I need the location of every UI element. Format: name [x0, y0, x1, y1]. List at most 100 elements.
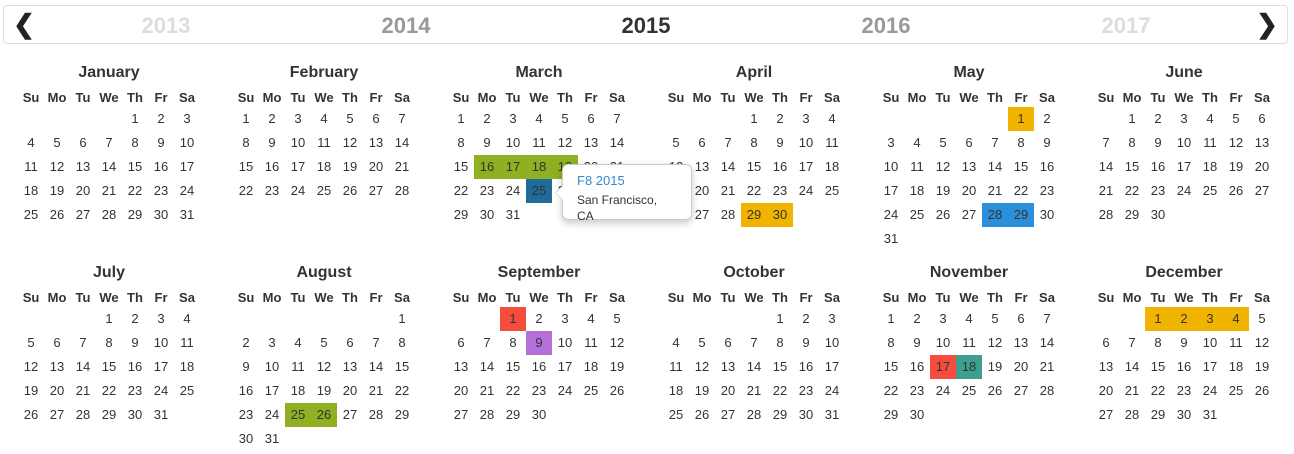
- day-cell[interactable]: 6: [1102, 335, 1110, 350]
- day-cell[interactable]: 10: [264, 359, 280, 374]
- event-day-cell[interactable]: 18: [526, 155, 552, 179]
- day-cell[interactable]: 12: [1228, 135, 1244, 150]
- day-cell[interactable]: 6: [698, 135, 706, 150]
- day-cell[interactable]: 10: [798, 135, 814, 150]
- day-cell[interactable]: 8: [457, 135, 465, 150]
- day-cell[interactable]: 23: [772, 183, 788, 198]
- day-cell[interactable]: 12: [987, 335, 1003, 350]
- day-cell[interactable]: 7: [483, 335, 491, 350]
- day-cell[interactable]: 17: [798, 159, 814, 174]
- day-cell[interactable]: 1: [887, 311, 895, 326]
- day-cell[interactable]: 4: [828, 111, 836, 126]
- day-cell[interactable]: 11: [291, 359, 305, 374]
- year-2017[interactable]: 2017: [1101, 13, 1151, 38]
- day-cell[interactable]: 24: [1202, 383, 1218, 398]
- day-cell[interactable]: 12: [609, 335, 625, 350]
- event-day-cell[interactable]: 16: [474, 155, 500, 179]
- day-cell[interactable]: 18: [316, 159, 332, 174]
- chevron-left-icon[interactable]: ❮: [13, 9, 35, 39]
- day-cell[interactable]: 8: [1128, 135, 1136, 150]
- day-cell[interactable]: 25: [316, 183, 332, 198]
- event-day-cell[interactable]: 28: [982, 203, 1008, 227]
- day-cell[interactable]: 28: [479, 407, 495, 422]
- event-day-cell[interactable]: 9: [526, 331, 552, 355]
- year-2015-current[interactable]: 2015: [621, 13, 671, 38]
- day-cell[interactable]: 16: [238, 383, 254, 398]
- day-cell[interactable]: 26: [935, 207, 951, 222]
- day-cell[interactable]: 2: [483, 111, 491, 126]
- day-cell[interactable]: 15: [772, 359, 788, 374]
- day-cell[interactable]: 20: [694, 183, 710, 198]
- day-cell[interactable]: 23: [264, 183, 280, 198]
- day-cell[interactable]: 5: [561, 111, 569, 126]
- day-cell[interactable]: 29: [127, 207, 143, 222]
- day-cell[interactable]: 20: [1254, 159, 1270, 174]
- day-cell[interactable]: 20: [342, 383, 358, 398]
- day-cell[interactable]: 6: [1017, 311, 1025, 326]
- day-cell[interactable]: 3: [509, 111, 517, 126]
- day-cell[interactable]: 28: [394, 183, 410, 198]
- day-cell[interactable]: 24: [264, 407, 280, 422]
- day-cell[interactable]: 24: [935, 383, 951, 398]
- year-2013[interactable]: 2013: [141, 13, 191, 38]
- day-cell[interactable]: 9: [268, 135, 276, 150]
- day-cell[interactable]: 3: [183, 111, 191, 126]
- day-cell[interactable]: 24: [557, 383, 573, 398]
- day-cell[interactable]: 31: [883, 231, 899, 246]
- day-cell[interactable]: 1: [776, 311, 784, 326]
- day-cell[interactable]: 25: [668, 407, 684, 422]
- chevron-right-icon[interactable]: ❯: [1256, 9, 1278, 39]
- day-cell[interactable]: 12: [1254, 335, 1270, 350]
- day-cell[interactable]: 1: [398, 311, 406, 326]
- day-cell[interactable]: 4: [27, 135, 35, 150]
- day-cell[interactable]: 11: [825, 135, 839, 150]
- day-cell[interactable]: 21: [101, 183, 117, 198]
- day-cell[interactable]: 23: [153, 183, 169, 198]
- day-cell[interactable]: 11: [532, 135, 546, 150]
- day-cell[interactable]: 27: [1098, 407, 1114, 422]
- day-cell[interactable]: 18: [583, 359, 599, 374]
- day-cell[interactable]: 21: [75, 383, 91, 398]
- day-cell[interactable]: 19: [935, 183, 951, 198]
- day-cell[interactable]: 18: [23, 183, 39, 198]
- event-day-cell[interactable]: 1: [1008, 107, 1034, 131]
- day-cell[interactable]: 14: [368, 359, 384, 374]
- day-cell[interactable]: 6: [724, 335, 732, 350]
- day-cell[interactable]: 5: [346, 111, 354, 126]
- day-cell[interactable]: 27: [694, 207, 710, 222]
- day-cell[interactable]: 16: [1039, 159, 1055, 174]
- day-cell[interactable]: 13: [1013, 335, 1029, 350]
- day-cell[interactable]: 29: [394, 407, 410, 422]
- day-cell[interactable]: 18: [909, 183, 925, 198]
- day-cell[interactable]: 23: [1039, 183, 1055, 198]
- event-day-cell[interactable]: 4: [1223, 307, 1249, 331]
- day-cell[interactable]: 23: [531, 383, 547, 398]
- day-cell[interactable]: 10: [290, 135, 306, 150]
- day-cell[interactable]: 12: [49, 159, 65, 174]
- day-cell[interactable]: 23: [798, 383, 814, 398]
- event-day-cell[interactable]: 30: [767, 203, 793, 227]
- day-cell[interactable]: 19: [694, 383, 710, 398]
- day-cell[interactable]: 30: [238, 431, 254, 446]
- event-day-cell[interactable]: 1: [500, 307, 526, 331]
- event-day-cell[interactable]: 26: [311, 403, 337, 427]
- event-day-cell[interactable]: 25: [526, 179, 552, 203]
- day-cell[interactable]: 11: [910, 159, 924, 174]
- day-cell[interactable]: 16: [1150, 159, 1166, 174]
- day-cell[interactable]: 3: [294, 111, 302, 126]
- day-cell[interactable]: 14: [987, 159, 1003, 174]
- day-cell[interactable]: 24: [505, 183, 521, 198]
- day-cell[interactable]: 3: [887, 135, 895, 150]
- day-cell[interactable]: 4: [294, 335, 302, 350]
- year-2014[interactable]: 2014: [381, 13, 431, 38]
- day-cell[interactable]: 8: [887, 335, 895, 350]
- day-cell[interactable]: 7: [613, 111, 621, 126]
- day-cell[interactable]: 22: [883, 383, 899, 398]
- day-cell[interactable]: 5: [939, 135, 947, 150]
- day-cell[interactable]: 25: [1228, 383, 1244, 398]
- day-cell[interactable]: 3: [1180, 111, 1188, 126]
- day-cell[interactable]: 8: [398, 335, 406, 350]
- day-cell[interactable]: 17: [153, 359, 169, 374]
- day-cell[interactable]: 24: [798, 183, 814, 198]
- day-cell[interactable]: 30: [1039, 207, 1055, 222]
